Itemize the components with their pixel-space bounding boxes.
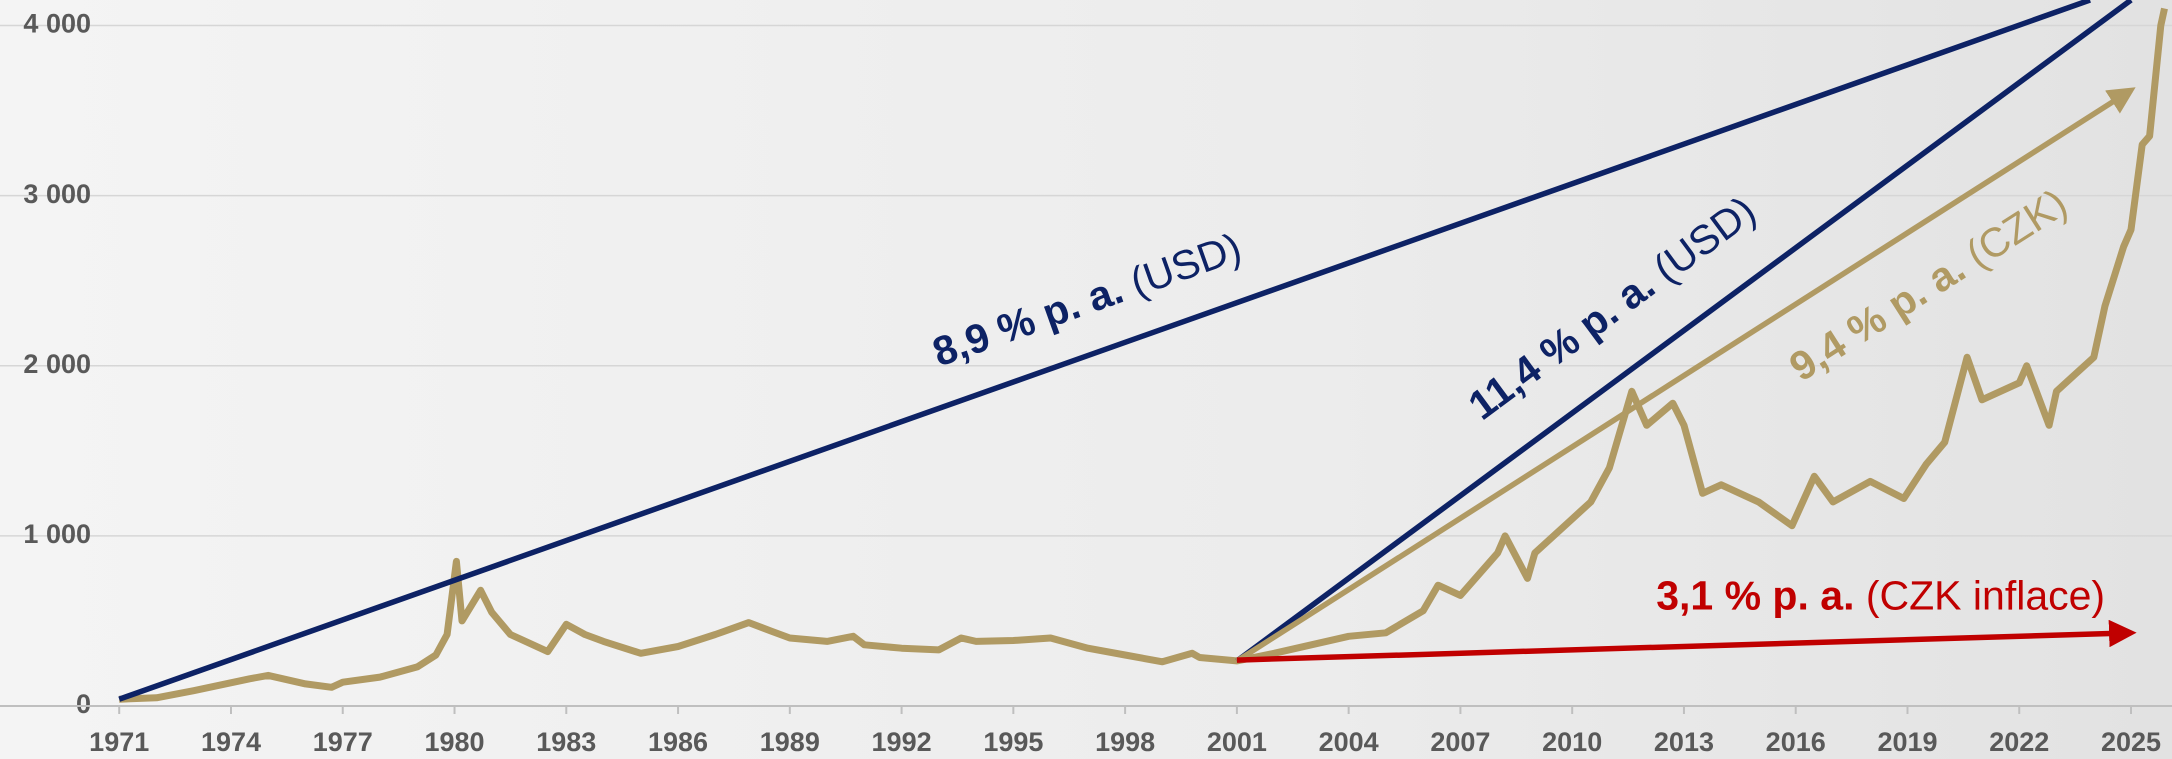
x-tick-label: 2025 [2101, 727, 2161, 757]
x-tick-label: 2013 [1654, 727, 1714, 757]
x-tick-label: 2019 [1877, 727, 1937, 757]
x-tick-label: 2004 [1319, 727, 1379, 757]
y-tick-label: 3 000 [23, 179, 91, 209]
x-tick-label: 1980 [424, 727, 484, 757]
grid: 0 1 000 2 000 3 000 4 000 1971 1974 1977 1980 198… [0, 9, 2172, 757]
x-tick-label: 1971 [89, 727, 149, 757]
trend-label: 3,1 % p. a. (CZK inflace) [1656, 572, 2105, 618]
y-tick-label: 4 000 [23, 9, 91, 39]
trend-line [1236, 619, 2137, 663]
trend-rate: 3,1 % p. a. [1656, 572, 1854, 618]
x-tick-label: 1998 [1095, 727, 1155, 757]
x-tick-label: 1977 [313, 727, 373, 757]
y-tick-label: 2 000 [23, 349, 91, 379]
x-tick-label: 1986 [648, 727, 708, 757]
x-tick-label: 2022 [1989, 727, 2049, 757]
trend-currency: (CZK inflace) [1866, 572, 2105, 618]
x-tick-label: 1983 [536, 727, 596, 757]
x-tick-label: 1974 [201, 727, 261, 757]
y-tick-label: 0 [76, 689, 91, 719]
x-tick-label: 2001 [1207, 727, 1267, 757]
x-tick-label: 2007 [1430, 727, 1490, 757]
y-tick-label: 1 000 [23, 519, 91, 549]
x-tick-label: 1989 [760, 727, 820, 757]
x-tick-label: 2016 [1766, 727, 1826, 757]
trend-line [1235, 0, 2133, 664]
price-line [119, 7, 2168, 703]
trend-line [1235, 87, 2136, 664]
x-tick-label: 1992 [872, 727, 932, 757]
x-tick-label: 2010 [1542, 727, 1602, 757]
trend-line [118, 0, 2091, 702]
x-tick-label: 1995 [983, 727, 1043, 757]
